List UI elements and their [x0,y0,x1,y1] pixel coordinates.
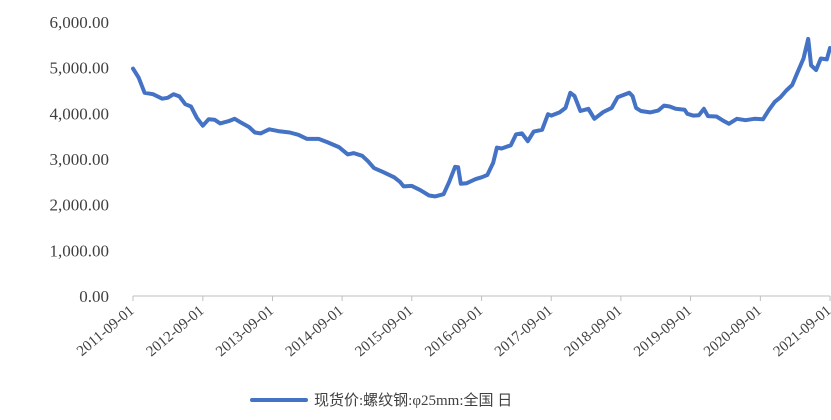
x-tick-label: 2020-09-01 [701,303,765,360]
x-axis-tick-marks [132,296,831,301]
y-tick-label: 3,000.00 [50,150,110,169]
x-tick-label: 2016-09-01 [422,303,486,360]
x-tick-label: 2017-09-01 [492,303,556,360]
x-axis-tick-labels: 2011-09-01 2012-09-01 2013-09-01 2014-09-01… [74,303,831,360]
x-tick-label: 2018-09-01 [562,303,626,360]
y-tick-label: 2,000.00 [50,196,110,215]
x-tick-label: 2019-09-01 [631,303,695,360]
x-tick-label: 2014-09-01 [283,303,347,360]
y-tick-label: 1,000.00 [50,241,110,260]
legend-label: 现货价:螺纹钢:φ25mm:全国 日 [314,391,512,409]
x-tick-label: 2013-09-01 [213,303,277,360]
x-tick-label: 2012-09-01 [143,303,207,360]
x-tick-label: 2015-09-01 [352,303,416,360]
y-tick-label: 6,000.00 [50,13,110,32]
x-tick-label: 2011-09-01 [74,303,137,360]
y-axis-tick-labels: 0.00 1,000.00 2,000.00 3,000.00 4,000.00 5,00… [50,13,110,306]
legend: 现货价:螺纹钢:φ25mm:全国 日 [250,391,512,409]
series-layer [131,36,831,199]
series-line [131,36,831,199]
y-tick-label: 5,000.00 [50,59,110,78]
y-tick-label: 4,000.00 [50,104,110,123]
y-tick-label: 0.00 [79,287,109,306]
x-tick-label: 2021-09-01 [771,303,831,360]
